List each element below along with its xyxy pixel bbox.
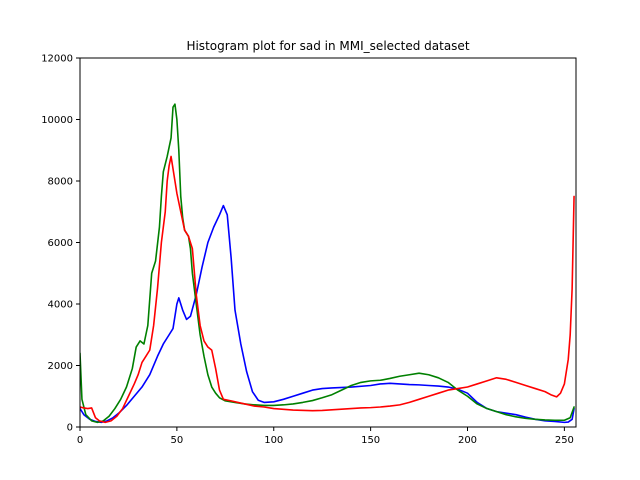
- y-tick-label: 2000: [48, 361, 73, 372]
- x-tick-label: 200: [458, 435, 477, 446]
- series-line-1: [80, 103, 575, 424]
- x-tick-label: 250: [555, 435, 574, 446]
- chart-title: Histogram plot for sad in MMI_selected d…: [186, 39, 469, 53]
- y-tick-label: 8000: [48, 177, 73, 188]
- x-tick-label: 100: [264, 435, 283, 446]
- series-line-2: [80, 155, 575, 424]
- y-tick-label: 12000: [41, 54, 73, 65]
- y-tick-label: 4000: [48, 300, 73, 311]
- y-tick-label: 0: [67, 423, 73, 434]
- axes: 0 50 100 150 200 250 0 2000 4000 6000 8000 10000 120…: [41, 54, 577, 446]
- plot-lines: [80, 103, 575, 424]
- y-tick-label: 10000: [41, 115, 73, 126]
- x-tick-label: 50: [171, 435, 184, 446]
- y-tick-label: 6000: [48, 238, 73, 249]
- x-tick-label: 0: [77, 435, 83, 446]
- x-tick-label: 150: [361, 435, 380, 446]
